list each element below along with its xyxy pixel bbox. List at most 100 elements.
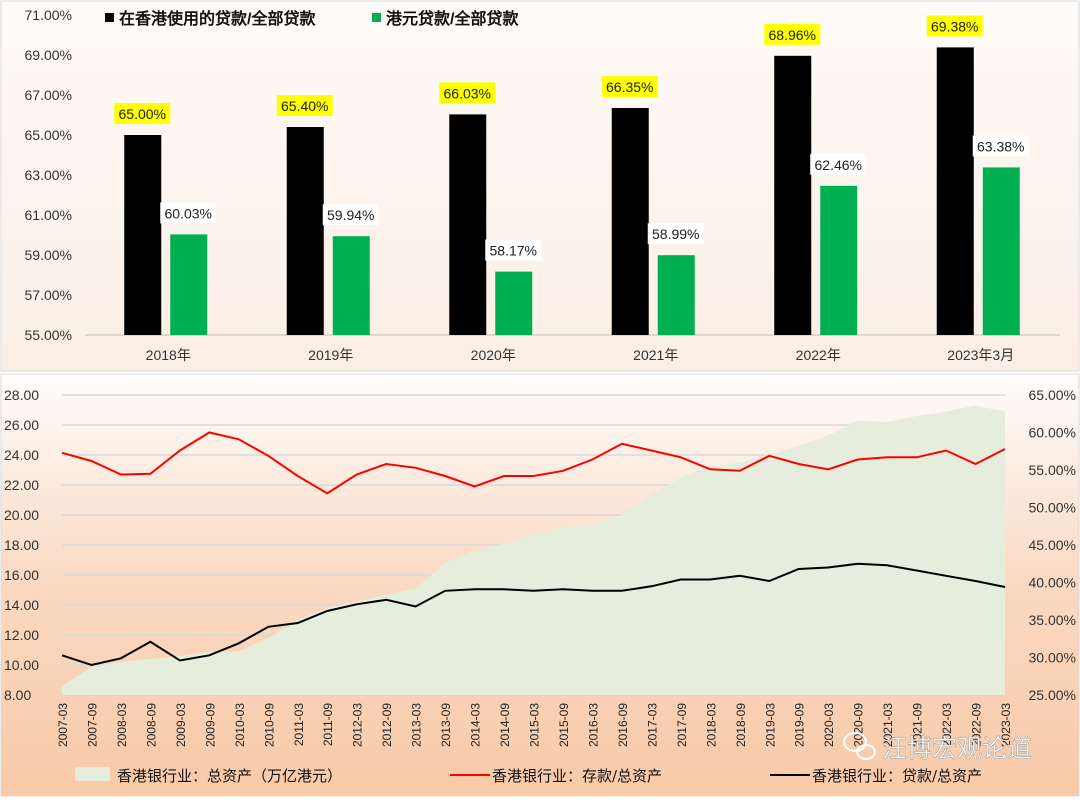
x-tick-label: 2020年	[471, 347, 516, 363]
data-label-highlight	[972, 135, 1029, 157]
y-left-tick-label: 14.00	[4, 597, 39, 613]
bar-hkd-loans	[332, 236, 370, 335]
x-tick-label: 2022年	[796, 347, 841, 363]
line-loans-ratio	[61, 562, 1006, 667]
data-label-highlight	[926, 15, 983, 37]
x-tick-label: 2019-03	[763, 703, 777, 747]
x-tick-label: 2011-09	[321, 703, 335, 746]
bar-hkd-loans	[820, 185, 858, 335]
data-label: 66.35%	[606, 79, 653, 95]
data-label: 66.03%	[444, 85, 491, 101]
data-label-highlight	[810, 153, 867, 175]
x-tick-label: 2020-09	[852, 703, 866, 747]
x-tick-label: 2022-09	[970, 703, 984, 747]
wechat-icon	[843, 732, 876, 760]
x-tick-label: 2019-09	[793, 703, 807, 747]
data-label: 62.46%	[815, 157, 862, 173]
data-label-highlight	[485, 239, 542, 261]
x-tick-label: 2023年3月	[947, 347, 1014, 363]
y-left-tick-label: 28.00	[4, 387, 39, 403]
x-tick-label: 2023-03	[999, 703, 1013, 747]
x-tick-label: 2017-03	[645, 703, 659, 747]
x-tick-label: 2009-03	[174, 703, 188, 747]
data-label-highlight	[764, 23, 821, 45]
x-tick-label: 2016-03	[586, 703, 600, 747]
data-label: 65.00%	[119, 106, 166, 122]
y-right-tick-label: 45.00%	[1029, 537, 1076, 553]
y-tick-label: 57.00%	[25, 287, 72, 303]
legend-swatch	[75, 767, 110, 781]
x-tick-label: 2008-09	[144, 703, 158, 747]
x-tick-label: 2020-03	[822, 703, 836, 747]
bar-loans-used-in-hk	[774, 55, 812, 336]
legend-label: 香港银行业：总资产（万亿港元）	[117, 767, 342, 785]
x-tick-label: 2018年	[146, 347, 191, 363]
line-deposits-ratio	[61, 431, 1006, 495]
data-label-highlight	[160, 202, 217, 224]
data-label: 58.99%	[652, 226, 699, 242]
legend-swatch	[372, 13, 381, 22]
y-right-tick-label: 65.00%	[1029, 387, 1076, 403]
data-label-highlight	[601, 76, 658, 97]
data-label: 69.38%	[931, 18, 978, 34]
y-right-tick-label: 30.00%	[1029, 650, 1076, 666]
data-label: 65.40%	[281, 98, 328, 114]
x-tick-label: 2012-03	[351, 703, 365, 747]
legend-label: 在香港使用的贷款/全部贷款	[119, 9, 316, 28]
watermark-text: 汪博宏观论道	[882, 734, 1032, 763]
x-tick-label: 2021-09	[911, 703, 925, 747]
x-tick-label: 2011-03	[292, 703, 306, 746]
x-tick-label: 2010-03	[233, 703, 247, 747]
y-right-tick-label: 55.00%	[1029, 462, 1076, 478]
y-tick-label: 69.00%	[25, 47, 72, 63]
y-tick-label: 71.00%	[25, 7, 72, 23]
x-tick-label: 2017-09	[675, 703, 689, 747]
y-right-tick-label: 50.00%	[1029, 500, 1076, 516]
data-label: 63.38%	[977, 138, 1024, 154]
top-chart-background	[0, 0, 1080, 372]
x-tick-label: 2019年	[308, 347, 353, 363]
x-tick-label: 2018-09	[734, 703, 748, 747]
bar-hkd-loans	[495, 271, 533, 335]
x-tick-label: 2015-09	[557, 703, 571, 747]
bar-hkd-loans	[982, 167, 1020, 335]
bar-loans-used-in-hk	[936, 47, 974, 336]
x-tick-label: 2022-03	[940, 703, 954, 747]
x-tick-label: 2018-03	[704, 703, 718, 747]
data-label: 58.17%	[490, 243, 537, 259]
y-right-tick-label: 40.00%	[1029, 575, 1076, 591]
x-tick-label: 2012-09	[380, 703, 394, 747]
x-tick-label: 2021-03	[881, 703, 895, 747]
legend-swatch	[105, 13, 114, 22]
y-right-tick-label: 25.00%	[1029, 687, 1076, 703]
x-tick-label: 2021年	[633, 347, 678, 363]
y-left-tick-label: 24.00	[4, 447, 39, 463]
y-left-tick-label: 22.00	[4, 477, 39, 493]
y-left-tick-label: 18.00	[4, 537, 39, 553]
bar-loans-used-in-hk	[286, 127, 324, 335]
data-label: 60.03%	[165, 205, 212, 221]
legend-label: 香港银行业：存款/总资产	[492, 767, 662, 785]
x-tick-label: 2007-03	[56, 703, 70, 747]
y-tick-label: 63.00%	[25, 167, 72, 183]
x-tick-label: 2014-03	[469, 703, 483, 747]
y-left-tick-label: 10.00	[4, 657, 39, 673]
y-tick-label: 65.00%	[25, 127, 72, 143]
y-left-tick-label: 16.00	[4, 567, 39, 583]
data-label-highlight	[114, 103, 171, 124]
x-tick-label: 2014-09	[498, 703, 512, 747]
x-tick-label: 2007-09	[85, 703, 99, 747]
data-label-highlight	[276, 95, 333, 116]
x-tick-label: 2013-03	[410, 703, 424, 747]
bar-hkd-loans	[657, 255, 695, 335]
data-label: 68.96%	[769, 27, 816, 43]
y-left-tick-label: 8.00	[4, 687, 31, 703]
x-tick-label: 2008-03	[115, 703, 129, 747]
data-label-highlight	[647, 223, 704, 245]
y-right-tick-label: 35.00%	[1029, 612, 1076, 628]
x-tick-label: 2015-03	[528, 703, 542, 747]
y-tick-label: 61.00%	[25, 207, 72, 223]
x-tick-label: 2016-09	[616, 703, 630, 747]
y-tick-label: 55.00%	[25, 327, 72, 343]
